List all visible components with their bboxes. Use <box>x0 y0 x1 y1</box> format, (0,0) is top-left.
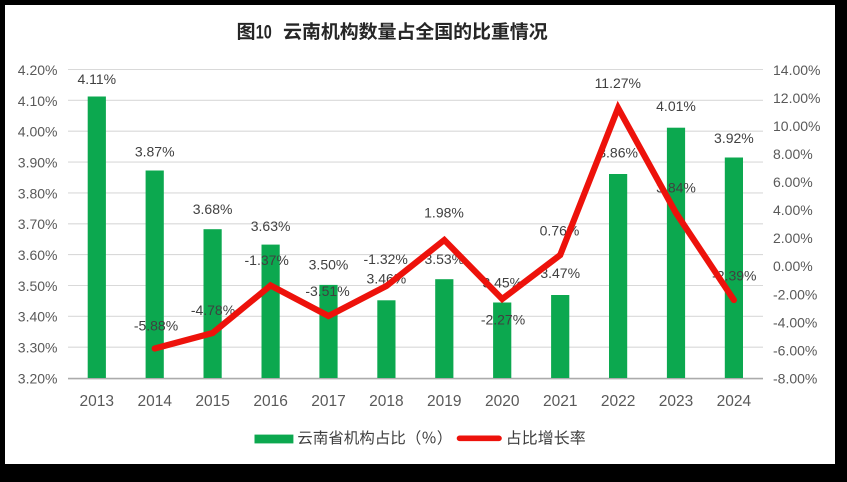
svg-text:-6.00%: -6.00% <box>773 342 817 358</box>
svg-text:6.00%: 6.00% <box>773 174 813 190</box>
svg-text:3.40%: 3.40% <box>18 309 58 325</box>
svg-text:4.00%: 4.00% <box>18 124 58 140</box>
svg-text:2.00%: 2.00% <box>773 230 813 246</box>
svg-text:-1.32%: -1.32% <box>364 251 408 267</box>
svg-text:3.86%: 3.86% <box>598 144 638 160</box>
svg-text:3.60%: 3.60% <box>18 247 58 263</box>
svg-text:4.10%: 4.10% <box>18 93 58 109</box>
svg-text:2024: 2024 <box>717 393 752 410</box>
svg-text:2020: 2020 <box>485 393 520 410</box>
svg-text:10.00%: 10.00% <box>773 118 820 134</box>
svg-text:2013: 2013 <box>80 393 114 410</box>
svg-text:3.20%: 3.20% <box>18 370 58 386</box>
svg-text:-4.00%: -4.00% <box>773 314 817 330</box>
svg-text:3.87%: 3.87% <box>135 144 175 160</box>
svg-text:3.70%: 3.70% <box>18 216 58 232</box>
svg-text:3.63%: 3.63% <box>251 218 291 234</box>
svg-text:-5.88%: -5.88% <box>134 318 178 334</box>
svg-text:2014: 2014 <box>137 393 172 410</box>
svg-text:2015: 2015 <box>195 393 229 410</box>
svg-text:3.50%: 3.50% <box>18 278 58 294</box>
svg-text:4.20%: 4.20% <box>18 62 58 78</box>
svg-text:10: 10 <box>256 22 272 43</box>
svg-text:14.00%: 14.00% <box>773 62 820 78</box>
svg-text:-2.27%: -2.27% <box>481 312 525 328</box>
svg-text:2022: 2022 <box>601 393 635 410</box>
svg-text:3.80%: 3.80% <box>18 185 58 201</box>
svg-text:2017: 2017 <box>311 393 345 410</box>
svg-text:0.00%: 0.00% <box>773 258 813 274</box>
svg-text:3.92%: 3.92% <box>714 130 754 146</box>
svg-text:12.00%: 12.00% <box>773 90 820 106</box>
svg-text:11.27%: 11.27% <box>595 75 641 91</box>
svg-text:-4.78%: -4.78% <box>191 302 235 318</box>
svg-text:2019: 2019 <box>427 393 461 410</box>
svg-text:-8.00%: -8.00% <box>773 370 817 386</box>
svg-text:2023: 2023 <box>659 393 693 410</box>
svg-text:3.68%: 3.68% <box>193 201 233 217</box>
svg-text:2018: 2018 <box>369 393 403 410</box>
svg-text:-1.37%: -1.37% <box>245 252 289 268</box>
svg-text:4.01%: 4.01% <box>656 98 696 114</box>
svg-text:3.53%: 3.53% <box>424 251 464 267</box>
svg-text:4.11%: 4.11% <box>77 71 116 87</box>
svg-text:4.00%: 4.00% <box>773 202 813 218</box>
svg-text:2016: 2016 <box>253 393 287 410</box>
svg-text:3.50%: 3.50% <box>309 257 349 273</box>
svg-text:1.98%: 1.98% <box>424 205 464 221</box>
svg-text:-2.00%: -2.00% <box>773 286 817 302</box>
svg-text:3.47%: 3.47% <box>540 265 580 281</box>
svg-text:8.00%: 8.00% <box>773 146 813 162</box>
svg-text:3.30%: 3.30% <box>18 340 58 356</box>
svg-text:3.90%: 3.90% <box>18 155 58 171</box>
svg-text:2021: 2021 <box>543 393 577 410</box>
svg-text:-3.51%: -3.51% <box>305 283 349 299</box>
